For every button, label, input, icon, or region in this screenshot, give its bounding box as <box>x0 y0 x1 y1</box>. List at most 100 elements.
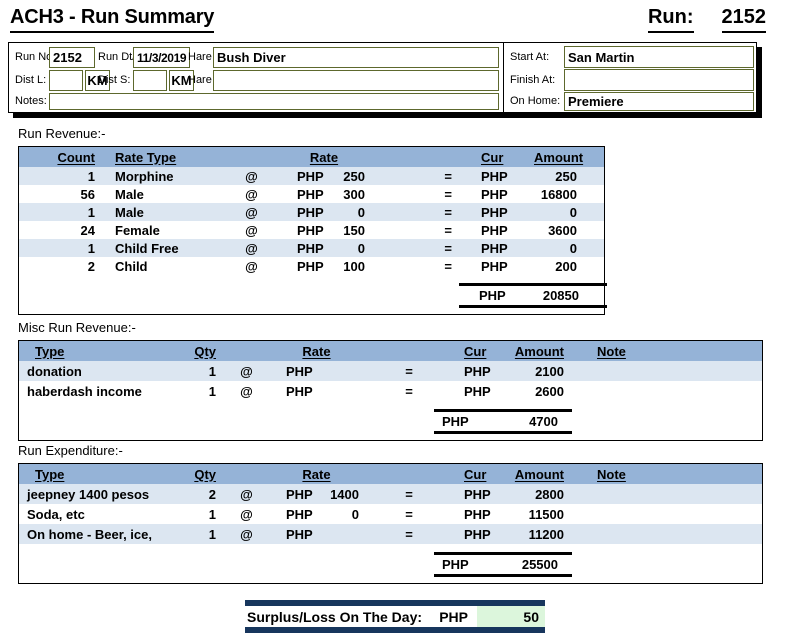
header-qty: Qty <box>189 344 224 359</box>
table-row: jeepney 1400 pesos 2 @ PHP 1400 = PHP 28… <box>19 484 762 504</box>
cell-qty: 1 <box>189 527 224 542</box>
header-count: Count <box>19 150 101 165</box>
cell-rate: 1400 <box>319 487 364 502</box>
total-currency: PHP <box>434 557 469 572</box>
cell-rate: 0 <box>319 507 364 522</box>
misc-revenue-total-row: PHP 4700 <box>19 409 762 434</box>
cell-amount: 16800 <box>534 187 604 202</box>
header-type: Type <box>19 344 189 359</box>
on-home-field[interactable]: Premiere <box>564 92 754 111</box>
cell-type: donation <box>19 364 189 379</box>
cell-rate-currency: PHP <box>269 241 329 256</box>
surplus-row: Surplus/Loss On The Day: PHP 50 <box>245 606 545 627</box>
equals-symbol: = <box>364 487 454 502</box>
misc-revenue-title: Misc Run Revenue:- <box>18 320 763 335</box>
equals-symbol: = <box>364 527 454 542</box>
run-expenditure-section: Run Expenditure:- Type Qty Rate Cur Amou… <box>18 443 763 584</box>
cell-type: haberdash income <box>19 384 189 399</box>
header-cur: Cur <box>454 344 514 359</box>
cell-qty: 1 <box>189 384 224 399</box>
cell-currency: PHP <box>474 169 534 184</box>
finish-at-field[interactable] <box>564 69 754 91</box>
cell-amount: 0 <box>534 205 604 220</box>
total-amount: 4700 <box>469 414 572 429</box>
cell-rate: 0 <box>329 241 379 256</box>
notes-label: Notes: <box>15 95 47 107</box>
run-info-form: Run No: 2152 Run Dt/Tm: 11/3/2019 Hare 1… <box>8 42 757 113</box>
cell-amount: 11500 <box>514 507 569 522</box>
notes-field[interactable] <box>49 93 499 110</box>
header-rate-type: Rate Type <box>101 150 234 165</box>
surplus-currency: PHP <box>439 609 477 625</box>
table-row: 56 Male @ PHP 300 = PHP 16800 <box>19 185 604 203</box>
cell-rate-type: Child <box>101 259 234 274</box>
header-cur: Cur <box>454 467 514 482</box>
dist-s-field[interactable] <box>133 70 167 91</box>
cell-count: 1 <box>19 241 101 256</box>
cell-currency: PHP <box>454 507 514 522</box>
at-symbol: @ <box>234 169 269 184</box>
table-row: 1 Male @ PHP 0 = PHP 0 <box>19 203 604 221</box>
total-amount: 25500 <box>469 557 572 572</box>
start-at-label: Start At: <box>510 51 549 63</box>
cell-currency: PHP <box>474 205 534 220</box>
cell-currency: PHP <box>474 241 534 256</box>
run-no-field[interactable]: 2152 <box>49 47 95 68</box>
dist-l-field[interactable] <box>49 70 83 91</box>
surplus-block: Surplus/Loss On The Day: PHP 50 <box>245 600 545 633</box>
header-type: Type <box>19 467 189 482</box>
cell-rate: 150 <box>329 223 379 238</box>
header-rate: Rate <box>269 467 364 482</box>
cell-rate-type: Morphine <box>101 169 234 184</box>
cell-rate: 100 <box>329 259 379 274</box>
equals-symbol: = <box>364 507 454 522</box>
cell-amount: 11200 <box>514 527 569 542</box>
start-at-field[interactable]: San Martin <box>564 46 754 68</box>
cell-type: jeepney 1400 pesos <box>19 487 189 502</box>
cell-amount: 2800 <box>514 487 569 502</box>
table-row: 1 Child Free @ PHP 0 = PHP 0 <box>19 239 604 257</box>
finish-at-label: Finish At: <box>510 74 555 86</box>
table-row: Soda, etc 1 @ PHP 0 = PHP 11500 <box>19 504 762 524</box>
surplus-amount: 50 <box>477 606 545 627</box>
run-revenue-table: Count Rate Type Rate Cur Amount 1 Morphi… <box>18 146 605 315</box>
misc-revenue-header-row: Type Qty Rate Cur Amount Note <box>19 341 762 361</box>
table-row: 2 Child @ PHP 100 = PHP 200 <box>19 257 604 275</box>
misc-revenue-total: PHP 4700 <box>434 409 572 434</box>
surplus-label: Surplus/Loss On The Day: <box>245 609 422 625</box>
run-revenue-header-row: Count Rate Type Rate Cur Amount <box>19 147 604 167</box>
cell-currency: PHP <box>474 187 534 202</box>
run-summary-sheet: ACH3 - Run Summary Run: 2152 Run No: 215… <box>0 0 790 641</box>
run-revenue-total-row: PHP 20850 <box>19 283 604 308</box>
equals-symbol: = <box>379 187 474 202</box>
hare1-field[interactable]: Bush Diver <box>213 47 499 68</box>
run-revenue-total: PHP 20850 <box>459 283 607 308</box>
equals-symbol: = <box>364 364 454 379</box>
on-home-label: On Home: <box>510 95 560 107</box>
cell-rate-currency: PHP <box>269 487 319 502</box>
cell-rate-currency: PHP <box>269 364 319 379</box>
run-label: Run: <box>648 6 694 33</box>
at-symbol: @ <box>224 487 269 502</box>
cell-rate-type: Male <box>101 205 234 220</box>
dist-s-label: Dist S: <box>98 74 130 86</box>
run-expenditure-total: PHP 25500 <box>434 552 572 577</box>
at-symbol: @ <box>234 241 269 256</box>
cell-currency: PHP <box>474 259 534 274</box>
cell-rate-currency: PHP <box>269 384 319 399</box>
total-currency: PHP <box>434 414 469 429</box>
cell-rate-currency: PHP <box>269 187 329 202</box>
equals-symbol: = <box>379 223 474 238</box>
header-note: Note <box>569 344 762 359</box>
run-revenue-title: Run Revenue:- <box>18 126 605 141</box>
run-dt-field[interactable]: 11/3/2019 <box>133 47 190 68</box>
cell-rate: 250 <box>329 169 379 184</box>
header-amount: Amount <box>514 344 569 359</box>
table-row: On home - Beer, ice, 1 @ PHP = PHP 11200 <box>19 524 762 544</box>
cell-amount: 2600 <box>514 384 569 399</box>
cell-count: 2 <box>19 259 101 274</box>
cell-rate-type: Child Free <box>101 241 234 256</box>
cell-amount: 0 <box>534 241 604 256</box>
cell-rate: 0 <box>329 205 379 220</box>
hare2-field[interactable] <box>213 70 499 91</box>
